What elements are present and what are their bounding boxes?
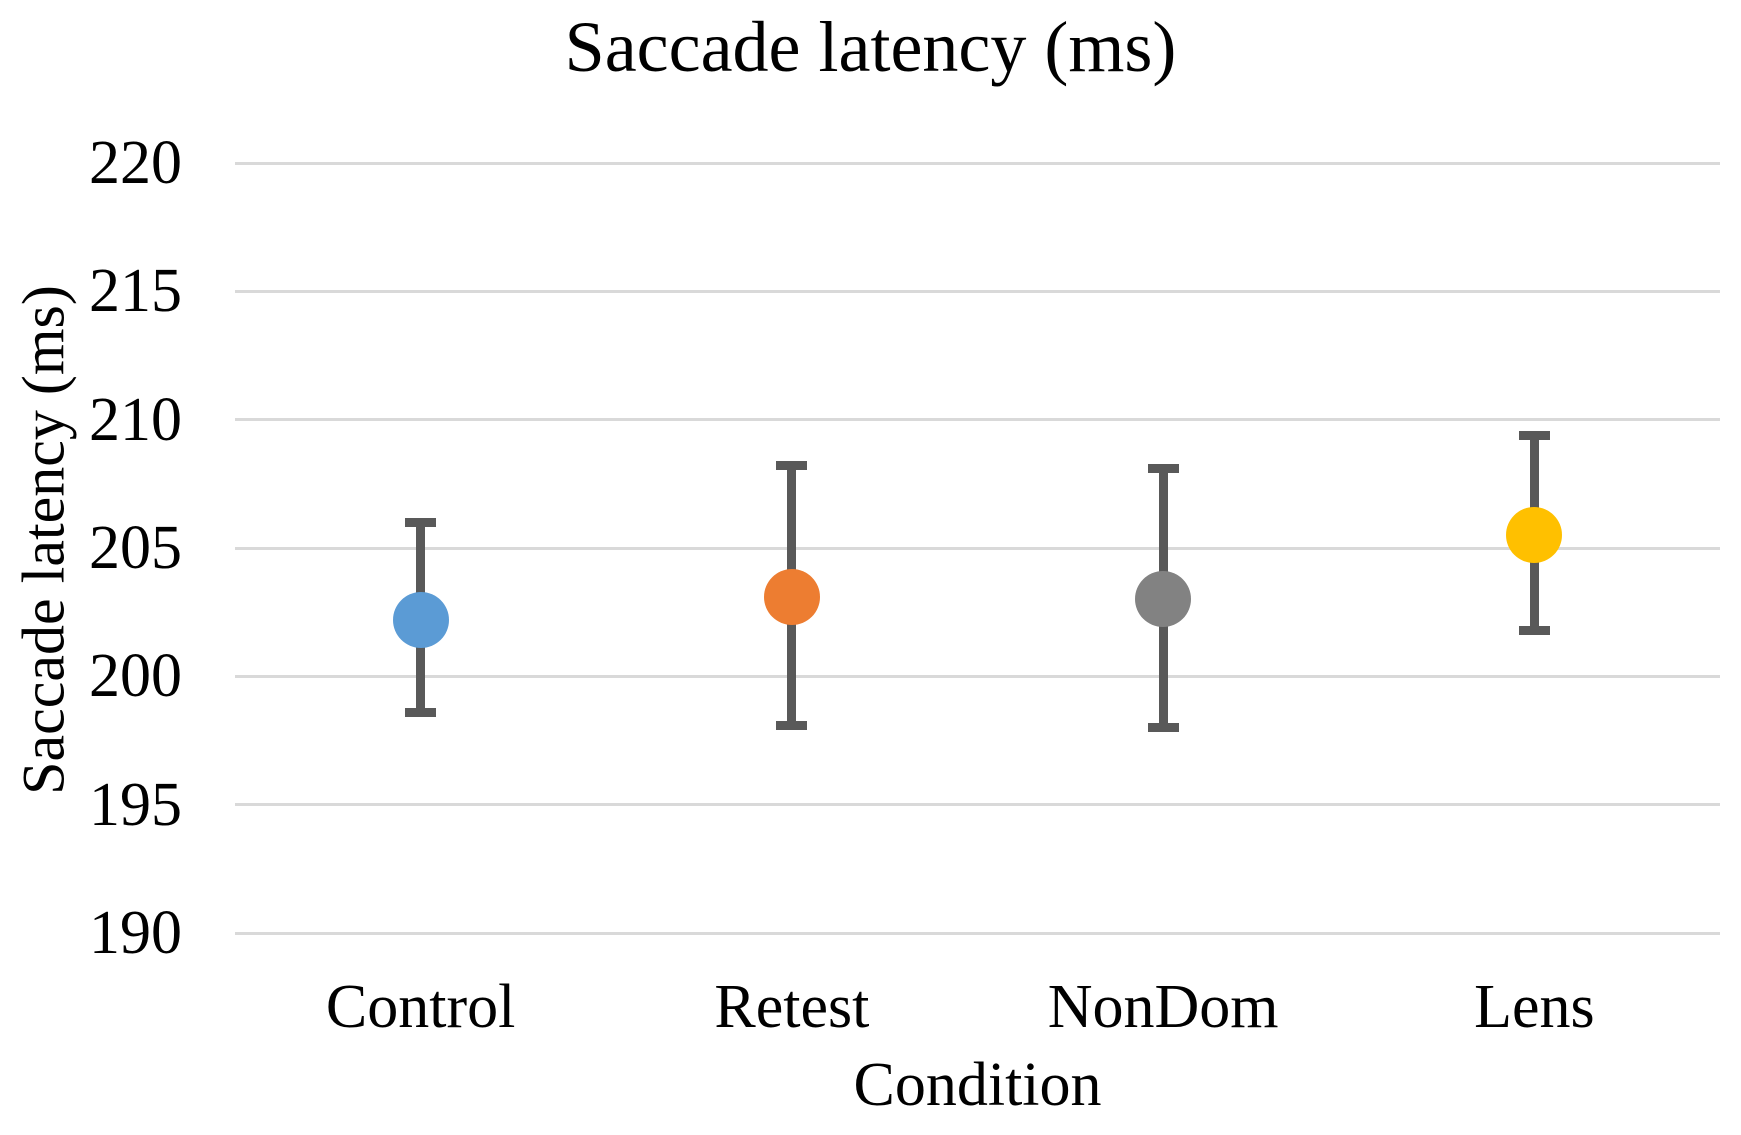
y-tick-label-190: 190 <box>89 899 182 967</box>
gridline-195 <box>235 803 1720 807</box>
x-axis-title: Condition <box>853 1051 1102 1119</box>
y-tick-label-205: 205 <box>89 514 182 582</box>
error-bar-top-cap-nondom <box>1147 463 1179 473</box>
gridline-215 <box>235 289 1720 293</box>
data-point-nondom <box>1135 571 1192 628</box>
error-bar-bottom-cap-control <box>405 707 437 717</box>
y-tick-label-195: 195 <box>89 770 182 839</box>
error-bar-top-cap-lens <box>1518 430 1550 440</box>
x-label-retest: Retest <box>714 973 870 1041</box>
y-tick-label-200: 200 <box>89 642 182 711</box>
y-tick-label-220: 220 <box>89 129 182 197</box>
data-point-control <box>392 591 449 648</box>
y-tick-label-210: 210 <box>89 385 182 454</box>
gridline-205 <box>235 546 1720 550</box>
x-label-lens: Lens <box>1474 973 1595 1041</box>
chart-title: Saccade latency (ms) <box>564 7 1177 87</box>
x-axis-category-labels: Control Retest NonDom Lens <box>235 972 1720 1047</box>
data-point-lens <box>1506 507 1563 564</box>
y-axis-tick-labels: 220 215 210 205 200 195 190 <box>0 132 192 964</box>
y-tick-label-215: 215 <box>89 257 182 326</box>
data-point-retest <box>763 568 820 625</box>
gridline-200 <box>235 674 1720 678</box>
error-bar-top-cap-retest <box>776 461 808 471</box>
x-label-control: Control <box>325 973 516 1041</box>
x-label-nondom: NonDom <box>1047 973 1279 1041</box>
error-bar-bottom-cap-lens <box>1518 625 1550 635</box>
error-bar-top-cap-control <box>405 517 437 527</box>
gridline-190 <box>235 931 1720 935</box>
gridline-220 <box>235 161 1720 165</box>
error-bar-bottom-cap-nondom <box>1147 723 1179 733</box>
gridline-210 <box>235 418 1720 422</box>
plot-area <box>235 161 1720 935</box>
error-bar-bottom-cap-retest <box>776 720 808 730</box>
